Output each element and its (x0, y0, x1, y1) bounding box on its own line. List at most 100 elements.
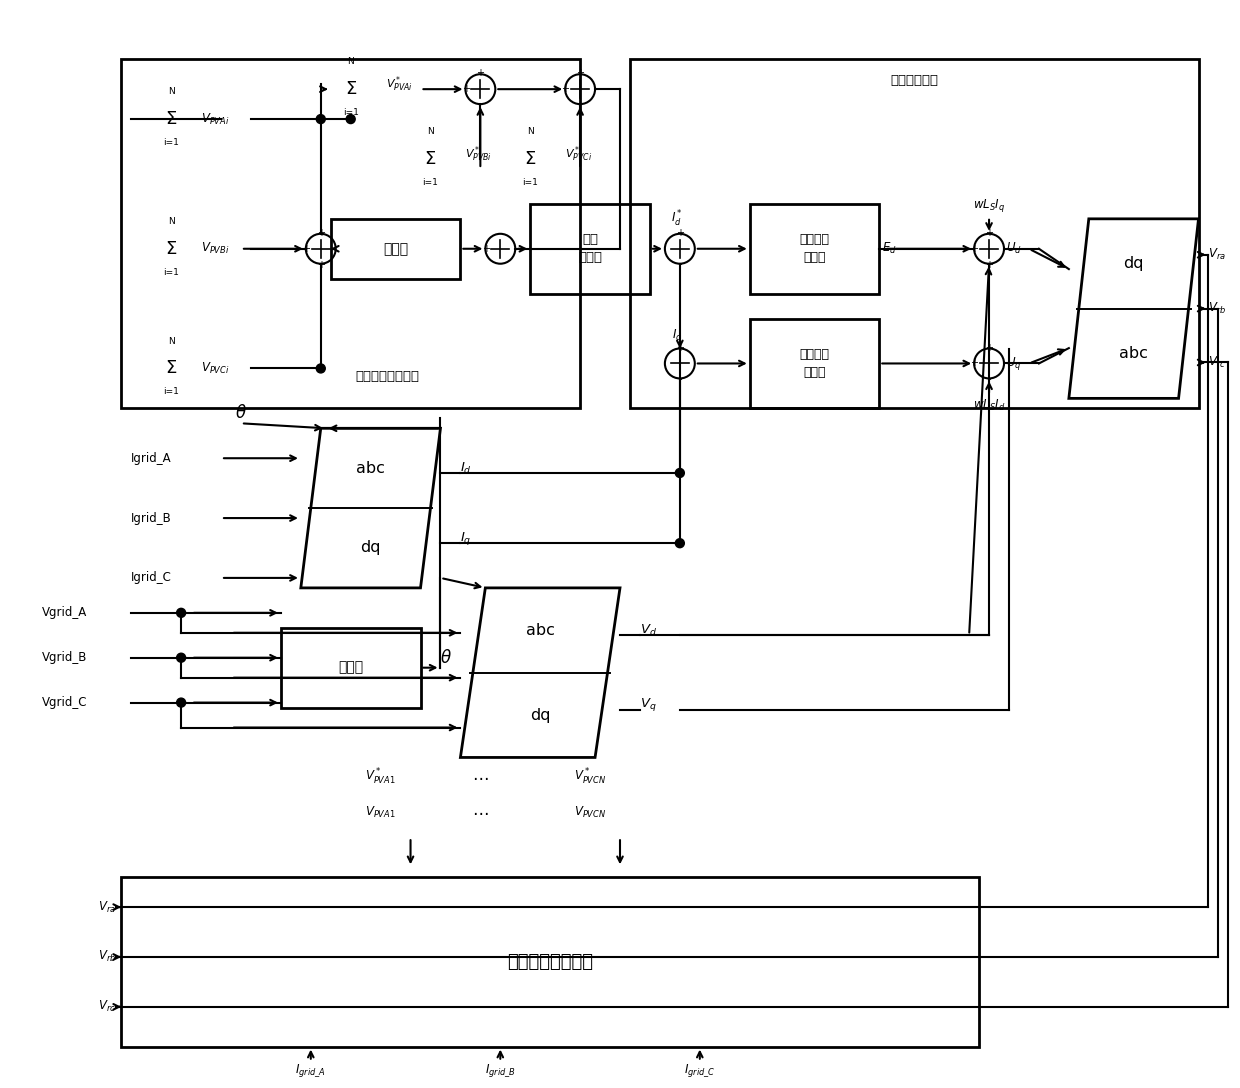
Text: $I_{grid\_B}$: $I_{grid\_B}$ (485, 1062, 516, 1078)
Text: $V_{PVCN}$: $V_{PVCN}$ (574, 805, 606, 820)
Text: Vgrid_C: Vgrid_C (41, 696, 87, 709)
Text: $wL_SI_d$: $wL_SI_d$ (973, 398, 1006, 413)
Text: $\theta$: $\theta$ (440, 648, 453, 667)
Bar (750, 203, 879, 294)
Text: $\theta$: $\theta$ (236, 405, 247, 422)
Text: $E_d$: $E_d$ (883, 242, 897, 257)
Text: i=1: i=1 (164, 387, 179, 396)
Text: $V_{PVBi}$: $V_{PVBi}$ (201, 242, 229, 257)
Text: $\Sigma$: $\Sigma$ (165, 239, 177, 258)
Text: N: N (167, 87, 175, 96)
Text: $\Sigma$: $\Sigma$ (525, 150, 537, 168)
Text: dq: dq (1123, 256, 1145, 271)
Text: $I_d^*$: $I_d^*$ (671, 209, 683, 228)
Text: $U_q$: $U_q$ (1006, 355, 1022, 372)
Text: $V^*_{PVBi}$: $V^*_{PVBi}$ (465, 145, 492, 164)
Text: 相间功率均衡控制: 相间功率均衡控制 (507, 953, 593, 970)
Text: abc: abc (356, 460, 386, 475)
Text: i=1: i=1 (164, 138, 179, 147)
Circle shape (316, 364, 325, 373)
Text: $V_q$: $V_q$ (640, 696, 656, 714)
Text: $V^*_{PVAi}$: $V^*_{PVAi}$ (386, 74, 413, 94)
Text: 网侧电流控制: 网侧电流控制 (890, 74, 939, 87)
Bar (122, 59, 580, 408)
Text: $V_{PVCN}^*$: $V_{PVCN}^*$ (574, 767, 606, 788)
Text: $V_{rc}$: $V_{rc}$ (1209, 355, 1226, 370)
Text: $I_{grid\_A}$: $I_{grid\_A}$ (295, 1062, 326, 1078)
Text: 有功电流
调节器: 有功电流 调节器 (800, 233, 830, 264)
Text: $V_{rb}$: $V_{rb}$ (1209, 301, 1226, 317)
Text: $\cdots$: $\cdots$ (472, 803, 489, 821)
Text: 总直流侧电压控制: 总直流侧电压控制 (356, 370, 419, 383)
Text: N: N (427, 127, 434, 136)
Circle shape (176, 608, 186, 617)
Text: $I_d$: $I_d$ (460, 460, 472, 475)
Text: +: + (476, 69, 485, 78)
Text: +: + (970, 244, 978, 254)
Text: +: + (316, 228, 325, 238)
Text: $V_{PVA1}^*$: $V_{PVA1}^*$ (366, 767, 396, 788)
Text: dq: dq (529, 707, 551, 722)
Text: $\Sigma$: $\Sigma$ (345, 81, 357, 98)
Text: Igrid_A: Igrid_A (131, 452, 172, 465)
Text: +: + (985, 228, 993, 238)
Text: $V_{PVAi}$: $V_{PVAi}$ (201, 112, 229, 126)
Text: $\Sigma$: $\Sigma$ (424, 150, 436, 168)
Bar (750, 319, 879, 408)
Text: $V^*_{PVCi}$: $V^*_{PVCi}$ (565, 145, 593, 164)
Text: -: - (678, 260, 682, 270)
Text: $V_{rb}$: $V_{rb}$ (98, 950, 117, 964)
Text: $\Sigma$: $\Sigma$ (165, 359, 177, 378)
Text: $V_{ra}$: $V_{ra}$ (98, 900, 117, 915)
Text: $\Sigma$: $\Sigma$ (165, 110, 177, 128)
Circle shape (176, 698, 186, 707)
Text: +: + (481, 244, 490, 254)
Circle shape (346, 114, 355, 124)
Text: Vgrid_A: Vgrid_A (41, 606, 87, 619)
Circle shape (676, 469, 684, 478)
Bar (630, 59, 1199, 408)
Text: N: N (167, 217, 175, 226)
Text: 锁相环: 锁相环 (339, 660, 363, 675)
Text: -: - (498, 228, 502, 238)
Text: -: - (678, 374, 682, 384)
Bar (122, 877, 980, 1047)
Text: $\cdots$: $\cdots$ (472, 768, 489, 787)
Text: $U_d$: $U_d$ (1006, 242, 1022, 257)
Text: +: + (577, 69, 584, 78)
Bar (531, 203, 650, 294)
Circle shape (676, 539, 684, 547)
Text: +: + (985, 343, 993, 353)
Text: i=1: i=1 (423, 178, 439, 187)
Text: +: + (461, 84, 470, 95)
Circle shape (176, 653, 186, 663)
Text: $V_{PVCi}$: $V_{PVCi}$ (201, 361, 229, 376)
Text: Igrid_C: Igrid_C (131, 571, 172, 584)
Circle shape (316, 114, 325, 124)
Text: i=1: i=1 (164, 268, 179, 276)
Text: $V_{ra}$: $V_{ra}$ (1209, 247, 1226, 262)
Text: $I_{grid\_C}$: $I_{grid\_C}$ (684, 1062, 715, 1078)
Text: N: N (167, 336, 175, 346)
Text: +: + (676, 228, 683, 238)
Text: $V_{PVA1}$: $V_{PVA1}$ (366, 805, 396, 820)
Text: 陷波器: 陷波器 (383, 242, 408, 256)
Text: Igrid_B: Igrid_B (131, 511, 172, 524)
Text: dq: dq (361, 541, 381, 556)
Text: +: + (303, 244, 310, 254)
Text: +: + (676, 343, 683, 353)
Text: $V_d$: $V_d$ (640, 622, 657, 638)
Text: N: N (527, 127, 533, 136)
Text: -: - (987, 374, 991, 384)
Text: $I_q$: $I_q$ (672, 326, 682, 344)
Text: abc: abc (1120, 346, 1148, 361)
Text: 电压
调节器: 电压 调节器 (578, 233, 603, 264)
Text: +: + (316, 260, 325, 270)
Text: abc: abc (526, 622, 554, 638)
Text: +: + (562, 84, 569, 95)
Text: $wL_SI_q$: $wL_SI_q$ (973, 197, 1006, 214)
Text: $V_{rc}$: $V_{rc}$ (98, 999, 117, 1014)
Bar (331, 219, 460, 279)
Bar (281, 628, 420, 707)
Text: $I_q$: $I_q$ (460, 530, 472, 546)
